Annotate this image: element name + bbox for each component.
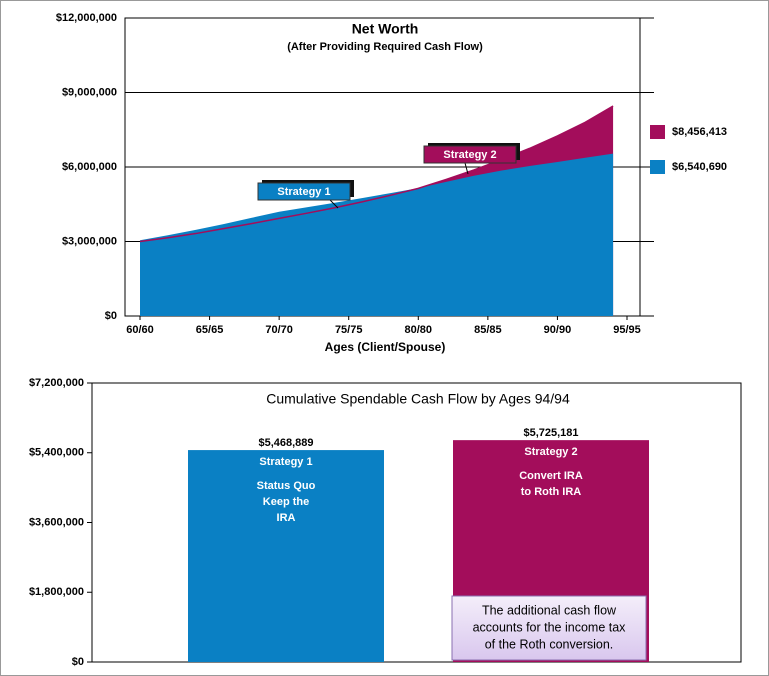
y-tick-label: $9,000,000	[62, 86, 117, 98]
y-tick-label: $7,200,000	[29, 377, 84, 389]
y-tick-label: $5,400,000	[29, 447, 84, 459]
legend-swatch	[650, 125, 665, 139]
x-tick-label: 90/90	[544, 324, 572, 336]
bar-plot-frame	[91, 382, 742, 663]
y-tick-label: $0	[105, 310, 117, 322]
y-tick-label: $3,600,000	[29, 516, 84, 528]
x-tick-label: 95/95	[613, 324, 641, 336]
x-tick-label: 85/85	[474, 324, 502, 336]
bar-description: IRA	[277, 512, 296, 524]
chart-subtitle: (After Providing Required Cash Flow)	[287, 41, 483, 53]
series-line	[139, 105, 614, 243]
area	[140, 153, 614, 316]
x-tick-label: 60/60	[126, 324, 154, 336]
x-axis-label: Ages (Client/Spouse)	[325, 340, 446, 354]
y-tick-label: $12,000,000	[56, 12, 117, 24]
note-text: The additional cash flow	[482, 603, 617, 617]
callout-label: Strategy 2	[443, 149, 496, 161]
end-value-label: $6,540,690	[672, 161, 727, 173]
bar-value-label: $5,725,181	[523, 427, 578, 439]
bar-description: Keep the	[263, 496, 309, 508]
bar-value-label: $5,468,889	[258, 437, 313, 449]
x-tick-label: 75/75	[335, 324, 363, 336]
note-text: of the Roth conversion.	[485, 637, 614, 651]
y-tick-label: $1,800,000	[29, 586, 84, 598]
x-tick-label: 70/70	[265, 324, 293, 336]
bar-category-label: Strategy 2	[524, 446, 577, 458]
bar-category-label: Strategy 1	[259, 456, 312, 468]
callout-label: Strategy 1	[277, 186, 330, 198]
bar-description: Status Quo	[257, 480, 316, 492]
chart-title: Net Worth	[352, 21, 419, 37]
y-tick-label: $3,000,000	[62, 235, 117, 247]
x-tick-label: 65/65	[196, 324, 224, 336]
note-box	[451, 595, 647, 661]
y-tick-label: $0	[72, 656, 84, 668]
y-tick-label: $6,000,000	[62, 161, 117, 173]
callout-box	[423, 145, 517, 164]
callout-pointer	[464, 162, 469, 175]
end-value-label: $8,456,413	[672, 126, 727, 138]
bar	[188, 450, 384, 662]
chart-title: Cumulative Spendable Cash Flow by Ages 9…	[266, 391, 570, 407]
bar-description: to Roth IRA	[521, 486, 582, 498]
legend-swatch	[650, 160, 665, 174]
x-tick-label: 80/80	[405, 324, 433, 336]
note-text: accounts for the income tax	[473, 620, 627, 634]
callout-box	[257, 182, 351, 201]
callout-pointer	[329, 199, 339, 209]
bar-description: Convert IRA	[519, 470, 583, 482]
